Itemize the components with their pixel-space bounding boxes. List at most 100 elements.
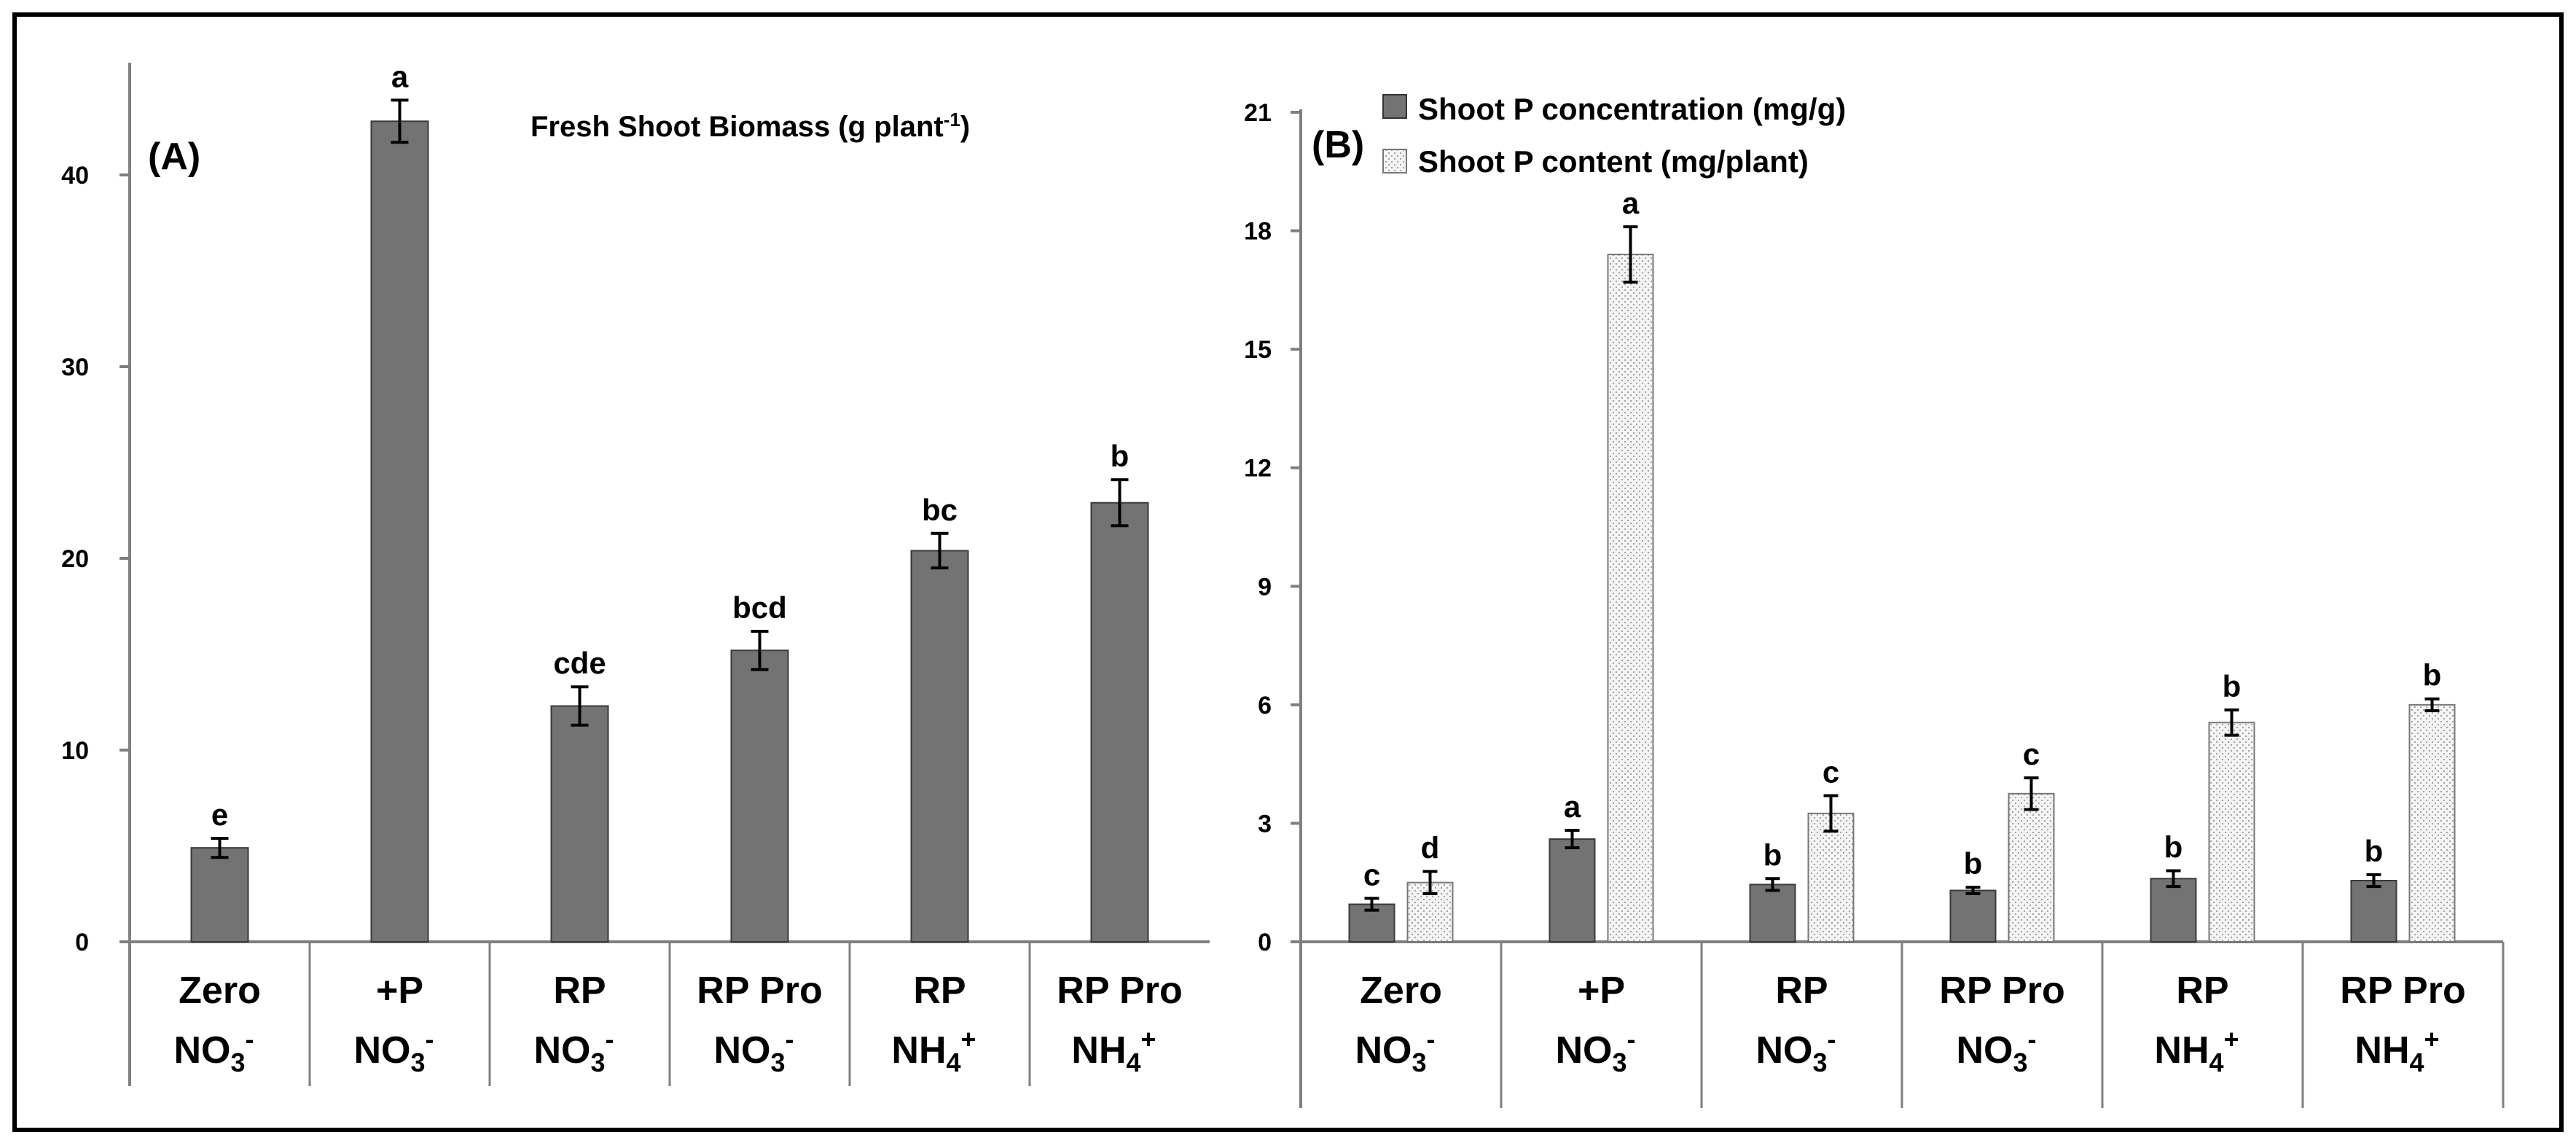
category-label-line2: NO3-: [1755, 1024, 1836, 1077]
bar: [370, 120, 429, 943]
y-tick-label: 9: [1258, 573, 1272, 601]
category-label-subscript: 3: [770, 1048, 785, 1077]
bar-concentration: [2150, 878, 2197, 943]
significance-letter: c: [1823, 754, 1839, 789]
significance-letter: b: [2164, 830, 2183, 864]
category-label-line2: NO3-: [533, 1024, 614, 1077]
bar-content: [1807, 812, 1855, 943]
panel-a-label: (A): [148, 136, 200, 178]
category-label-line1: RP: [553, 970, 606, 1012]
panel-b-legend: Shoot P concentration (mg/g) Shoot P con…: [1382, 92, 1846, 179]
category-label-superscript: -: [426, 1024, 434, 1054]
category-label-line2: NH4+: [891, 1024, 976, 1077]
y-tick-label: 40: [61, 162, 89, 190]
category-label-line1: RP: [913, 970, 966, 1012]
y-tick-label: 6: [1258, 692, 1272, 719]
bar: [910, 550, 969, 943]
category-label-line1: Zero: [1360, 970, 1442, 1012]
bar-content: [2208, 722, 2255, 943]
significance-letter: b: [1111, 439, 1130, 473]
category-label-base: NO: [1555, 1029, 1612, 1072]
category-label-line2: NO3-: [713, 1024, 794, 1077]
bar: [550, 705, 609, 943]
y-tick-label: 21: [1244, 99, 1272, 127]
category-label-subscript: 3: [1812, 1048, 1827, 1077]
category-label-superscript: +: [2224, 1024, 2239, 1054]
bar-concentration: [1749, 883, 1796, 943]
category-label-base: NO: [1956, 1029, 2013, 1072]
significance-letter: d: [1421, 831, 1440, 865]
bar-content: [1607, 254, 1654, 943]
y-tick-label: 0: [1258, 929, 1272, 956]
panel-b-sig-letters: c d a a b c b c b b b b: [1363, 186, 2442, 892]
panel-b: (B) Shoot P concentration (mg/g) Shoot P…: [1244, 92, 2505, 1108]
category-label-subscript: 3: [2013, 1048, 2027, 1077]
legend-swatch-content: [1382, 149, 1407, 173]
significance-letter: c: [1363, 857, 1380, 892]
significance-letter: b: [2223, 669, 2242, 703]
category-label-line1: RP Pro: [1939, 970, 2064, 1012]
category-label-subscript: 3: [410, 1048, 425, 1077]
y-tick-label: 3: [1258, 810, 1272, 838]
category-label-line1: +P: [1578, 970, 1625, 1012]
category-label-line2: NH4+: [2354, 1024, 2439, 1077]
significance-letter: bc: [922, 493, 958, 527]
category-label-base: NO: [1355, 1029, 1412, 1072]
legend-label-concentration: Shoot P concentration (mg/g): [1418, 92, 1846, 126]
bar-content: [2408, 703, 2456, 943]
category-label-line1: RP Pro: [2340, 970, 2465, 1012]
significance-letter: a: [1622, 186, 1640, 220]
category-label-subscript: 3: [1412, 1048, 1426, 1077]
significance-letter: a: [391, 59, 409, 93]
panel-a-error-bars: [211, 98, 1129, 859]
category-label-base: NO: [713, 1029, 770, 1072]
y-tick-label: 0: [75, 929, 89, 956]
category-label-base: NH: [1071, 1029, 1126, 1072]
legend-label-content: Shoot P content (mg/plant): [1418, 144, 1809, 179]
significance-letter: b: [1964, 846, 1983, 881]
category-label-subscript: 4: [2209, 1048, 2224, 1077]
category-label-base: NO: [173, 1029, 230, 1072]
category-label-base: NO: [353, 1029, 410, 1072]
category-label-line1: +P: [376, 970, 423, 1012]
y-tick-label: 18: [1244, 218, 1272, 246]
category-label-superscript: -: [606, 1024, 614, 1054]
category-label-superscript: -: [1627, 1024, 1636, 1054]
category-label-line2: NO3-: [173, 1024, 254, 1077]
bar-content: [2008, 792, 2055, 943]
category-label-subscript: 3: [590, 1048, 605, 1077]
category-label-line2: NH4+: [1071, 1024, 1156, 1077]
y-tick-label: 10: [61, 737, 89, 765]
category-label-base: NH: [891, 1029, 946, 1072]
bar: [730, 649, 789, 943]
panel-a-bars: [190, 120, 1149, 943]
category-label-subscript: 3: [230, 1048, 245, 1077]
significance-letter: a: [1564, 789, 1581, 824]
significance-letter: b: [1763, 838, 1782, 872]
y-tick-label: 20: [61, 545, 89, 573]
category-label-line2: NO3-: [1956, 1024, 2036, 1077]
category-label-line2: NO3-: [1355, 1024, 1435, 1077]
category-label-base: NH: [2154, 1029, 2209, 1072]
significance-letter: e: [211, 797, 228, 832]
bar-concentration: [1949, 889, 1997, 943]
category-label-base: NO: [1755, 1029, 1812, 1072]
y-tick-label: 12: [1244, 455, 1272, 483]
significance-letter: bcd: [732, 590, 787, 625]
bar-concentration: [1549, 838, 1596, 943]
significance-letter: cde: [553, 646, 606, 680]
category-label-subscript: 3: [1612, 1048, 1626, 1077]
y-tick-label: 15: [1244, 336, 1272, 364]
panel-b-y-ticks: 0 3 6 9 12 15 18 21: [1244, 99, 1301, 956]
significance-letter: b: [2365, 834, 2384, 868]
panel-a-y-ticks: 0 10 20 30 40: [61, 162, 130, 956]
category-label-base: NO: [533, 1029, 590, 1072]
category-label-line1: Zero: [179, 970, 261, 1012]
panel-b-bars: [1348, 254, 2456, 943]
bar-concentration: [2350, 880, 2397, 943]
legend-swatch-concentration: [1382, 94, 1407, 119]
panel-b-label: (B): [1312, 124, 1364, 166]
